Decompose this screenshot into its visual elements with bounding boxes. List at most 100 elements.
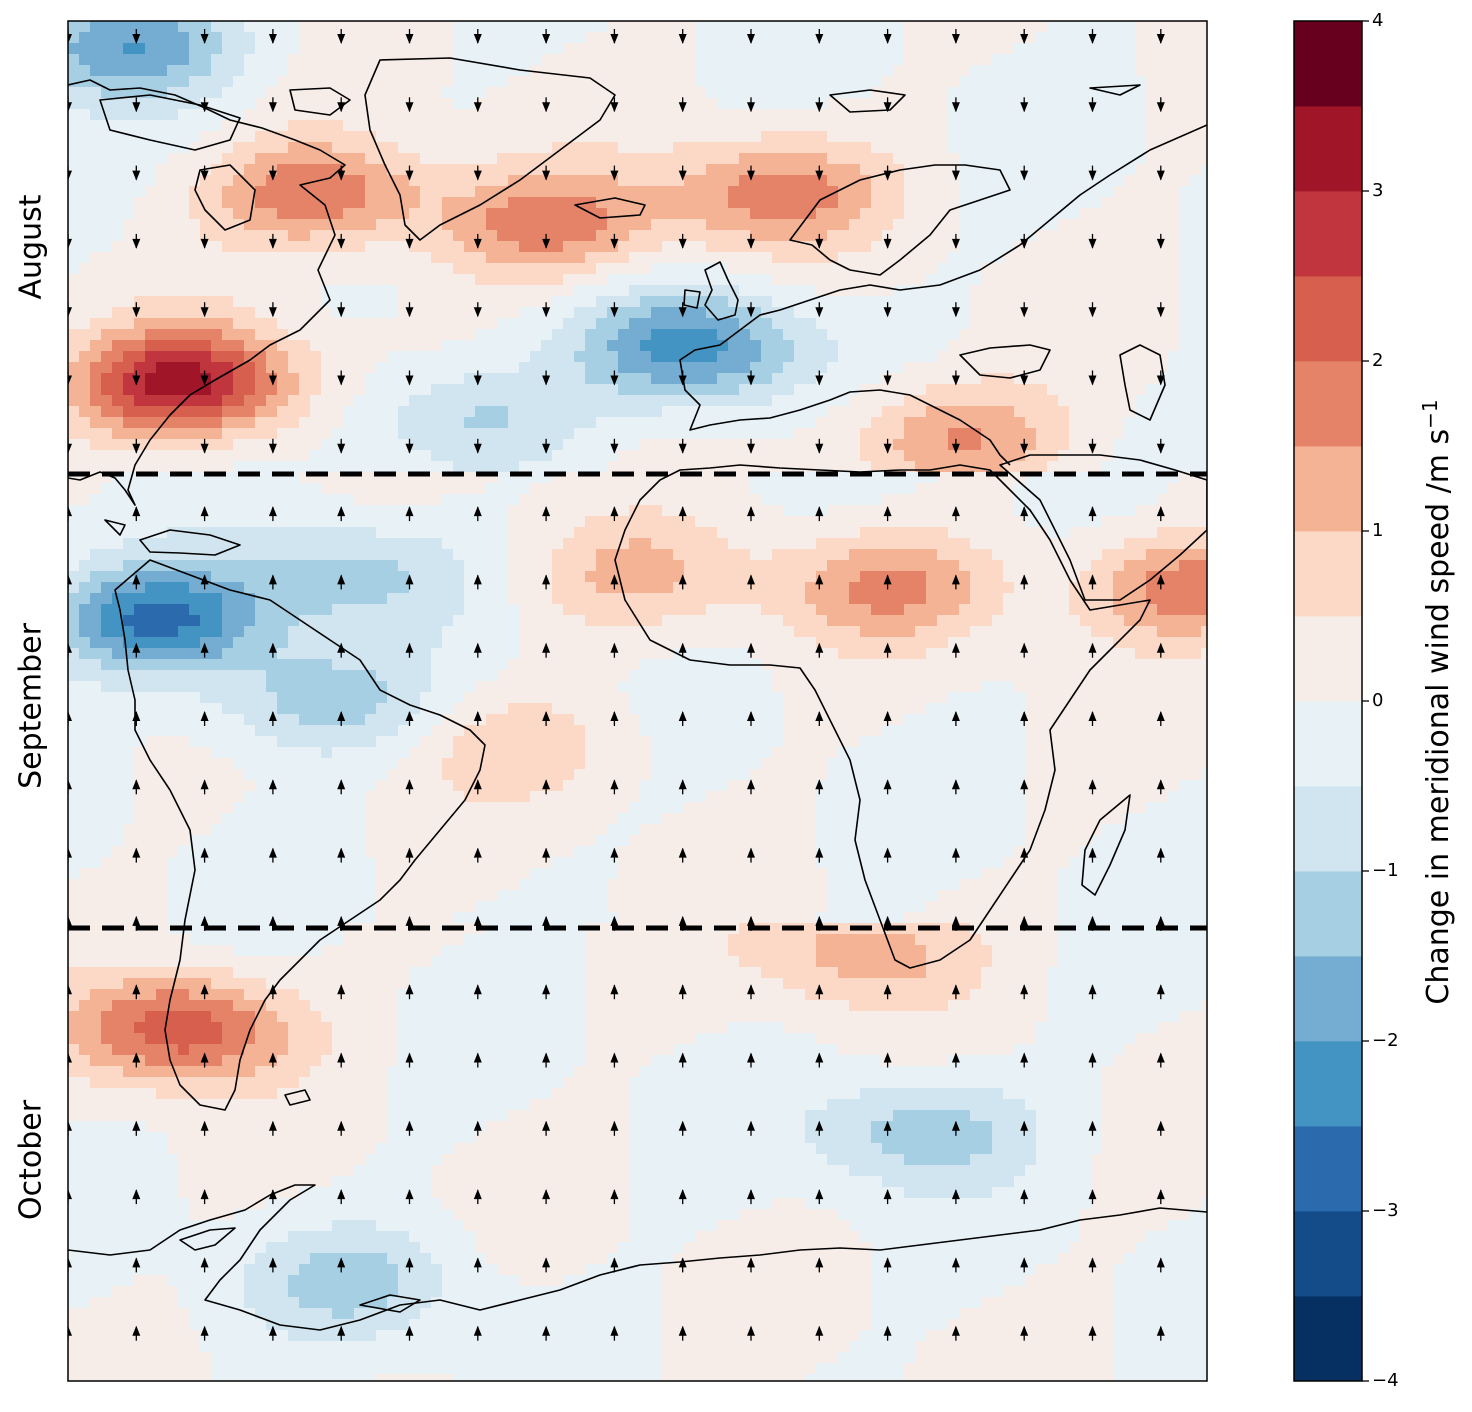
field-cell	[420, 43, 432, 55]
field-cell	[321, 87, 333, 99]
field-cell	[1025, 439, 1037, 451]
field-cell	[431, 527, 443, 539]
field-cell	[981, 43, 993, 55]
field-cell	[1201, 505, 1207, 517]
field-cell	[1069, 175, 1081, 187]
field-cell	[1047, 472, 1059, 484]
field-cell	[530, 417, 542, 429]
field-cell	[1201, 98, 1207, 110]
field-cell	[1179, 417, 1191, 429]
field-cell	[453, 395, 465, 407]
field-cell	[288, 164, 300, 176]
field-cell	[1135, 439, 1147, 451]
field-cell	[706, 450, 718, 462]
field-cell	[585, 76, 597, 88]
field-cell	[156, 241, 168, 253]
field-cell	[662, 186, 674, 198]
field-cell	[585, 274, 597, 286]
field-cell	[1113, 274, 1125, 286]
field-cell	[90, 197, 102, 209]
field-cell	[541, 186, 553, 198]
field-cell	[816, 120, 828, 132]
field-cell	[970, 461, 982, 473]
field-cell	[299, 21, 311, 33]
field-cell	[1036, 307, 1048, 319]
field-cell	[772, 131, 784, 143]
field-cell	[904, 186, 916, 198]
field-cell	[354, 351, 366, 363]
field-cell	[420, 450, 432, 462]
field-cell	[772, 43, 784, 55]
field-cell	[365, 32, 377, 44]
field-cell	[376, 65, 388, 77]
field-cell	[1102, 483, 1114, 495]
field-cell	[618, 32, 630, 44]
field-cell	[211, 351, 223, 363]
field-cell	[332, 516, 344, 528]
field-cell	[860, 417, 872, 429]
field-cell	[167, 21, 179, 33]
field-cell	[464, 274, 476, 286]
field-cell	[464, 296, 476, 308]
field-cell	[1036, 109, 1048, 121]
field-cell	[244, 32, 256, 44]
field-cell	[695, 516, 707, 528]
field-cell	[574, 186, 586, 198]
field-cell	[904, 296, 916, 308]
field-cell	[1102, 153, 1114, 165]
field-cell	[112, 153, 124, 165]
field-cell	[1113, 351, 1125, 363]
field-cell	[90, 428, 102, 440]
field-cell	[123, 296, 135, 308]
field-cell	[409, 461, 421, 473]
field-cell	[1102, 395, 1114, 407]
field-cell	[1179, 296, 1191, 308]
field-cell	[992, 373, 1004, 385]
field-cell	[134, 109, 146, 121]
field-cell	[332, 76, 344, 88]
field-cell	[893, 230, 905, 242]
field-cell	[365, 186, 377, 198]
field-cell	[1201, 252, 1207, 264]
field-cell	[464, 252, 476, 264]
field-cell	[618, 340, 630, 352]
field-cell	[772, 505, 784, 517]
field-cell	[79, 252, 91, 264]
field-cell	[750, 373, 762, 385]
field-cell	[255, 98, 267, 110]
field-cell	[794, 186, 806, 198]
field-cell	[255, 384, 267, 396]
field-cell	[618, 472, 630, 484]
field-cell	[376, 142, 388, 154]
field-cell	[343, 241, 355, 253]
field-cell	[1025, 197, 1037, 209]
field-cell	[552, 351, 564, 363]
field-cell	[156, 395, 168, 407]
field-cell	[409, 98, 421, 110]
field-cell	[255, 296, 267, 308]
field-cell	[596, 373, 608, 385]
field-cell	[1058, 219, 1070, 231]
field-cell	[695, 197, 707, 209]
field-cell	[354, 120, 366, 132]
field-cell	[651, 263, 663, 275]
field-cell	[1157, 263, 1169, 275]
field-cell	[409, 219, 421, 231]
field-cell	[1058, 428, 1070, 440]
field-cell	[453, 164, 465, 176]
field-cell	[1025, 120, 1037, 132]
field-cell	[343, 153, 355, 165]
field-cell	[277, 219, 289, 231]
field-cell	[805, 263, 817, 275]
field-cell	[563, 208, 575, 220]
field-cell	[299, 340, 311, 352]
field-cell	[145, 395, 157, 407]
field-cell	[123, 538, 135, 550]
field-cell	[1190, 296, 1202, 308]
field-cell	[662, 516, 674, 528]
field-cell	[310, 21, 322, 33]
field-cell	[1003, 505, 1015, 517]
field-cell	[1058, 87, 1070, 99]
field-cell	[1201, 373, 1207, 385]
field-cell	[123, 318, 135, 330]
